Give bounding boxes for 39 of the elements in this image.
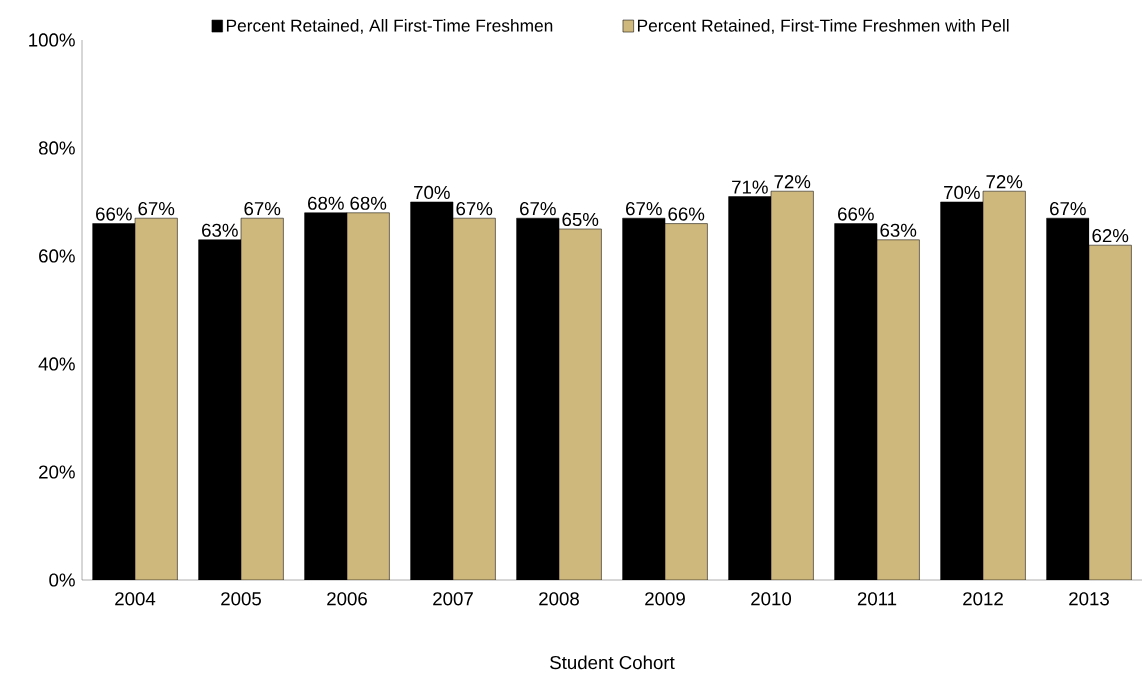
- data-label: 72%: [986, 175, 1023, 189]
- y-tick-label: 60%: [39, 249, 75, 263]
- data-label: 67%: [244, 202, 281, 216]
- data-label: 62%: [1092, 229, 1129, 243]
- y-tick-label: 0%: [49, 573, 75, 587]
- data-label: 66%: [838, 207, 874, 221]
- x-tick-label: 2009: [645, 592, 685, 606]
- x-tick-label: 2013: [1069, 592, 1109, 606]
- data-label: 63%: [880, 223, 917, 237]
- data-label: 67%: [456, 202, 493, 216]
- x-tick-label: 2004: [115, 592, 156, 606]
- data-label: 71%: [732, 180, 768, 194]
- data-label: 65%: [562, 212, 599, 227]
- x-tick-label: 2011: [857, 592, 897, 606]
- data-label: 67%: [1050, 202, 1086, 216]
- data-label: 66%: [668, 207, 705, 221]
- y-tick-label: 20%: [39, 465, 75, 479]
- data-label: 63%: [202, 223, 238, 237]
- data-label: 70%: [414, 185, 450, 200]
- data-label: 70%: [944, 185, 980, 200]
- x-axis-title: Student Cohort: [550, 655, 675, 670]
- y-tick-label: 80%: [38, 141, 75, 155]
- data-label: 67%: [626, 202, 662, 216]
- data-label: 72%: [774, 175, 811, 189]
- data-label: 67%: [138, 202, 175, 216]
- legend-label: Percent Retained, All First-Time Freshmen: [226, 19, 553, 34]
- x-tick-label: 2010: [751, 592, 792, 606]
- data-label: 66%: [96, 207, 132, 221]
- x-tick-label: 2012: [963, 592, 1003, 606]
- data-label: 67%: [520, 202, 556, 216]
- y-tick-label: 100%: [29, 33, 75, 47]
- data-label: 68%: [308, 196, 344, 210]
- x-tick-label: 2007: [433, 592, 473, 606]
- x-tick-label: 2005: [221, 592, 261, 606]
- y-tick-label: 40%: [38, 357, 75, 371]
- legend-label: Percent Retained, First-Time Freshmen with Pell: [637, 19, 1009, 34]
- data-label: 68%: [350, 196, 387, 210]
- x-tick-label: 2008: [539, 592, 579, 606]
- x-tick-label: 2006: [327, 592, 367, 606]
